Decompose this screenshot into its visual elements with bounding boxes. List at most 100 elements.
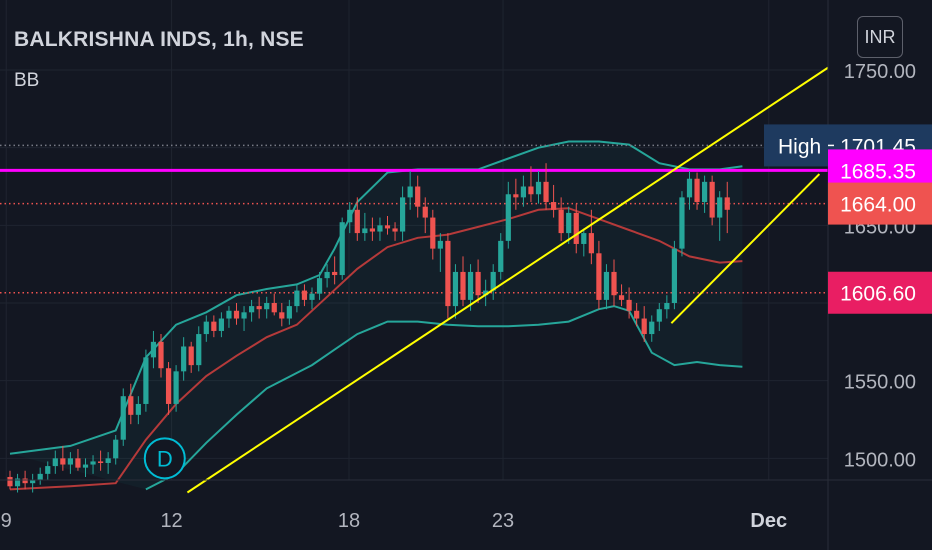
candle-body bbox=[120, 396, 126, 440]
candle bbox=[611, 259, 617, 307]
candle-body bbox=[218, 318, 224, 331]
candle bbox=[558, 197, 564, 241]
candle bbox=[211, 315, 217, 338]
candle bbox=[286, 299, 292, 325]
candle-body bbox=[679, 197, 685, 249]
candle bbox=[354, 197, 360, 241]
candle bbox=[483, 279, 489, 307]
candle-body bbox=[196, 334, 202, 366]
candle-body bbox=[226, 310, 232, 319]
grid bbox=[0, 0, 828, 480]
candle bbox=[203, 315, 209, 342]
candle bbox=[256, 296, 262, 319]
candle bbox=[709, 175, 715, 226]
candle bbox=[384, 216, 391, 235]
candle-body bbox=[618, 295, 625, 300]
price-tick-label: 1500.00 bbox=[844, 449, 916, 471]
candle bbox=[75, 449, 81, 471]
bb-basis-line bbox=[9, 207, 743, 491]
candle-body bbox=[694, 178, 700, 203]
candle-body bbox=[30, 480, 36, 484]
candle bbox=[135, 396, 141, 425]
bb-upper-line bbox=[9, 140, 743, 455]
candle bbox=[415, 175, 421, 218]
candle bbox=[233, 302, 240, 325]
candle-body bbox=[702, 181, 708, 203]
candle-body bbox=[241, 312, 247, 319]
candle bbox=[686, 170, 693, 210]
candle bbox=[543, 163, 549, 210]
candle bbox=[513, 178, 519, 210]
candle-body bbox=[286, 306, 292, 319]
candle-body bbox=[309, 293, 315, 300]
candle-body bbox=[656, 309, 662, 322]
candle-body bbox=[437, 240, 443, 249]
candle-body bbox=[596, 253, 602, 300]
candle-body bbox=[181, 346, 187, 372]
time-tick-label: 12 bbox=[160, 510, 182, 532]
candle-body bbox=[52, 458, 58, 467]
dividend-marker-label: D bbox=[157, 446, 173, 471]
candle bbox=[324, 264, 330, 288]
candle bbox=[52, 450, 58, 474]
price-label: 1606.60 bbox=[828, 271, 932, 314]
candle bbox=[105, 452, 111, 474]
candle-body bbox=[415, 186, 421, 207]
candle bbox=[196, 326, 202, 372]
dividend-marker[interactable]: D bbox=[143, 437, 186, 480]
currency-button[interactable]: INR bbox=[857, 16, 903, 58]
candle-body bbox=[641, 318, 647, 335]
candle bbox=[407, 170, 413, 210]
candle-body bbox=[301, 290, 308, 300]
candle-body bbox=[490, 271, 496, 291]
candle-body bbox=[75, 458, 81, 468]
indicator-label[interactable]: BB bbox=[14, 70, 40, 91]
candle-body bbox=[588, 233, 594, 254]
candle-body bbox=[150, 341, 157, 358]
candle-body bbox=[165, 368, 172, 404]
candle bbox=[249, 299, 255, 322]
candle-body bbox=[324, 271, 330, 279]
candle bbox=[143, 349, 149, 412]
candle-body bbox=[128, 396, 134, 415]
candle bbox=[505, 181, 511, 249]
candle-body bbox=[203, 321, 209, 335]
candle-body bbox=[709, 181, 715, 218]
symbol-title[interactable]: BALKRISHNA INDS, 1h, NSE bbox=[14, 28, 304, 51]
candle-body bbox=[543, 181, 549, 203]
candle bbox=[596, 240, 602, 310]
candle-body bbox=[45, 466, 51, 474]
time-tick-label: Dec bbox=[750, 510, 787, 532]
candle bbox=[392, 222, 398, 241]
candle-body bbox=[264, 302, 270, 310]
candle-body bbox=[362, 228, 368, 234]
candle bbox=[113, 435, 119, 465]
candle-body bbox=[460, 271, 466, 300]
candle-body bbox=[581, 233, 587, 244]
candle bbox=[377, 217, 383, 241]
bb-lower-line bbox=[145, 305, 743, 491]
candle bbox=[430, 209, 436, 260]
candle-body bbox=[664, 302, 670, 310]
candle-body bbox=[105, 458, 111, 463]
candle bbox=[452, 264, 459, 319]
candle bbox=[535, 170, 542, 204]
candle bbox=[694, 172, 700, 210]
candle bbox=[120, 388, 126, 446]
candle bbox=[603, 264, 610, 310]
candle bbox=[664, 295, 670, 319]
dividend-marker-circle[interactable] bbox=[143, 437, 186, 480]
candle-body bbox=[90, 461, 96, 465]
candle-body bbox=[686, 178, 693, 198]
candle-body bbox=[332, 271, 338, 276]
time-axis[interactable]: 9 12 18 23 Dec bbox=[0, 479, 932, 532]
candle-body bbox=[498, 240, 504, 272]
candle bbox=[581, 228, 587, 257]
time-tick-label: 9 bbox=[1, 510, 12, 532]
candle-body bbox=[558, 209, 564, 234]
candle bbox=[241, 306, 247, 331]
candle-body bbox=[158, 341, 164, 369]
